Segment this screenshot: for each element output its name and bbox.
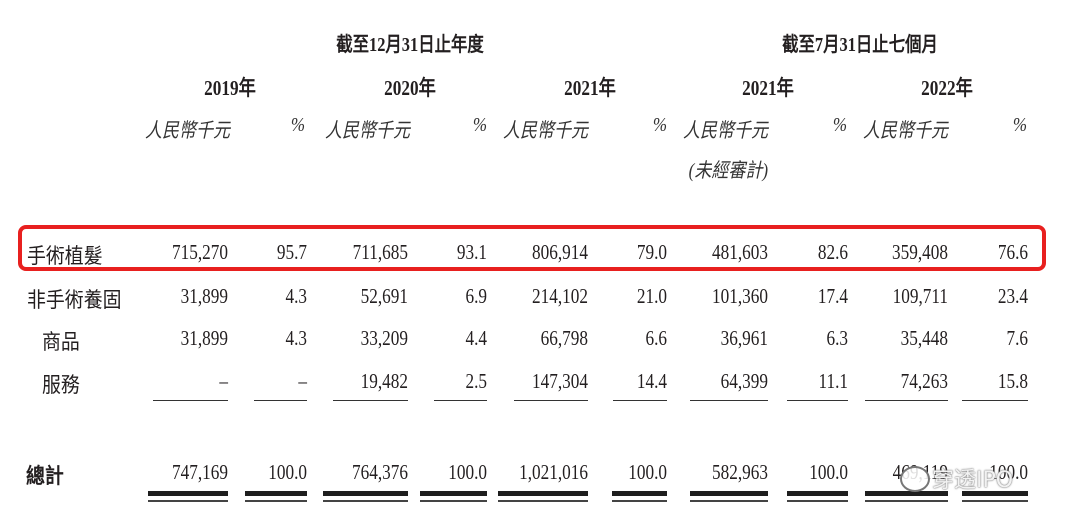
cell: 359,408 [892,240,948,264]
cell: 31,899 [180,284,228,308]
unaudited-note: (未經審計) [688,160,768,182]
wechat-icon [900,466,930,492]
cell: 100.0 [268,460,307,484]
divider [514,400,588,401]
cell: 100.0 [809,460,848,484]
cell: 95.7 [276,240,307,264]
cell: 100.0 [628,460,667,484]
cell: 100.0 [989,460,1028,484]
divider [153,400,228,401]
divider [333,400,408,401]
cell: 2.5 [465,369,487,393]
year-header-2021: 2021年 [564,76,616,100]
cell: 806,914 [532,240,588,264]
unit-percent-2021: % [652,114,667,136]
cell: 11.1 [818,369,848,393]
divider [787,400,848,401]
cell: 66,798 [540,326,588,350]
cell: 79.0 [636,240,667,264]
cell: 35,448 [900,326,948,350]
divider [690,400,768,401]
unit-amount-2020: 人民幣千元 [325,120,410,142]
highlight-box [18,225,1046,271]
unit-amount-2019: 人民幣千元 [145,120,230,142]
cell: 715,270 [172,240,228,264]
cell: 4.3 [285,326,307,350]
cell: 214,102 [532,284,588,308]
cell: 15.8 [997,369,1028,393]
divider [962,400,1028,401]
year-header-2019: 2019年 [204,76,256,100]
group-header-seven-months: 截至7月31日止七個月 [782,34,938,56]
unit-percent-2021-7m: % [832,114,847,136]
cell: 747,169 [172,460,228,484]
unit-percent-2020: % [472,114,487,136]
cell: 101,360 [712,284,768,308]
row-label: 服務 [42,373,80,397]
unit-percent-2019: % [290,114,305,136]
unit-amount-2021-7m: 人民幣千元 [683,120,768,142]
cell: 76.6 [997,240,1028,264]
watermark-text: 穿透IPO [932,468,1014,493]
group-header-annual: 截至12月31日止年度 [336,34,484,56]
cell: 36,961 [720,326,768,350]
row-label: 總計 [26,464,64,488]
cell: – [219,369,228,393]
cell: – [298,369,307,393]
year-header-2022-7m: 2022年 [921,76,973,100]
cell: 4.4 [465,326,487,350]
year-header-2020: 2020年 [384,76,436,100]
divider [865,400,948,401]
cell: 4.3 [285,284,307,308]
row-label: 非手術養固 [27,288,122,312]
divider [613,400,667,401]
cell: 6.3 [826,326,848,350]
unit-amount-2021: 人民幣千元 [503,120,588,142]
unit-percent-2022-7m: % [1012,114,1027,136]
cell: 74,263 [900,369,948,393]
year-header-2021-7m: 2021年 [742,76,794,100]
cell: 31,899 [180,326,228,350]
cell: 100.0 [448,460,487,484]
unit-amount-2022-7m: 人民幣千元 [863,120,948,142]
cell: 14.4 [636,369,667,393]
divider [254,400,307,401]
cell: 6.9 [465,284,487,308]
cell: 109,711 [892,284,948,308]
cell: 21.0 [636,284,667,308]
cell: 764,376 [352,460,408,484]
cell: 481,603 [712,240,768,264]
cell: 711,685 [352,240,408,264]
cell: 1,021,016 [519,460,588,484]
cell: 64,399 [720,369,768,393]
cell: 7.6 [1006,326,1028,350]
cell: 93.1 [456,240,487,264]
divider [434,400,487,401]
cell: 582,963 [712,460,768,484]
cell: 33,209 [360,326,408,350]
cell: 82.6 [817,240,848,264]
cell: 6.6 [645,326,667,350]
cell: 52,691 [360,284,408,308]
cell: 19,482 [360,369,408,393]
row-label: 商品 [42,330,80,354]
cell: 147,304 [532,369,588,393]
cell: 17.4 [817,284,848,308]
row-label: 手術植髮 [27,244,103,268]
cell: 23.4 [997,284,1028,308]
